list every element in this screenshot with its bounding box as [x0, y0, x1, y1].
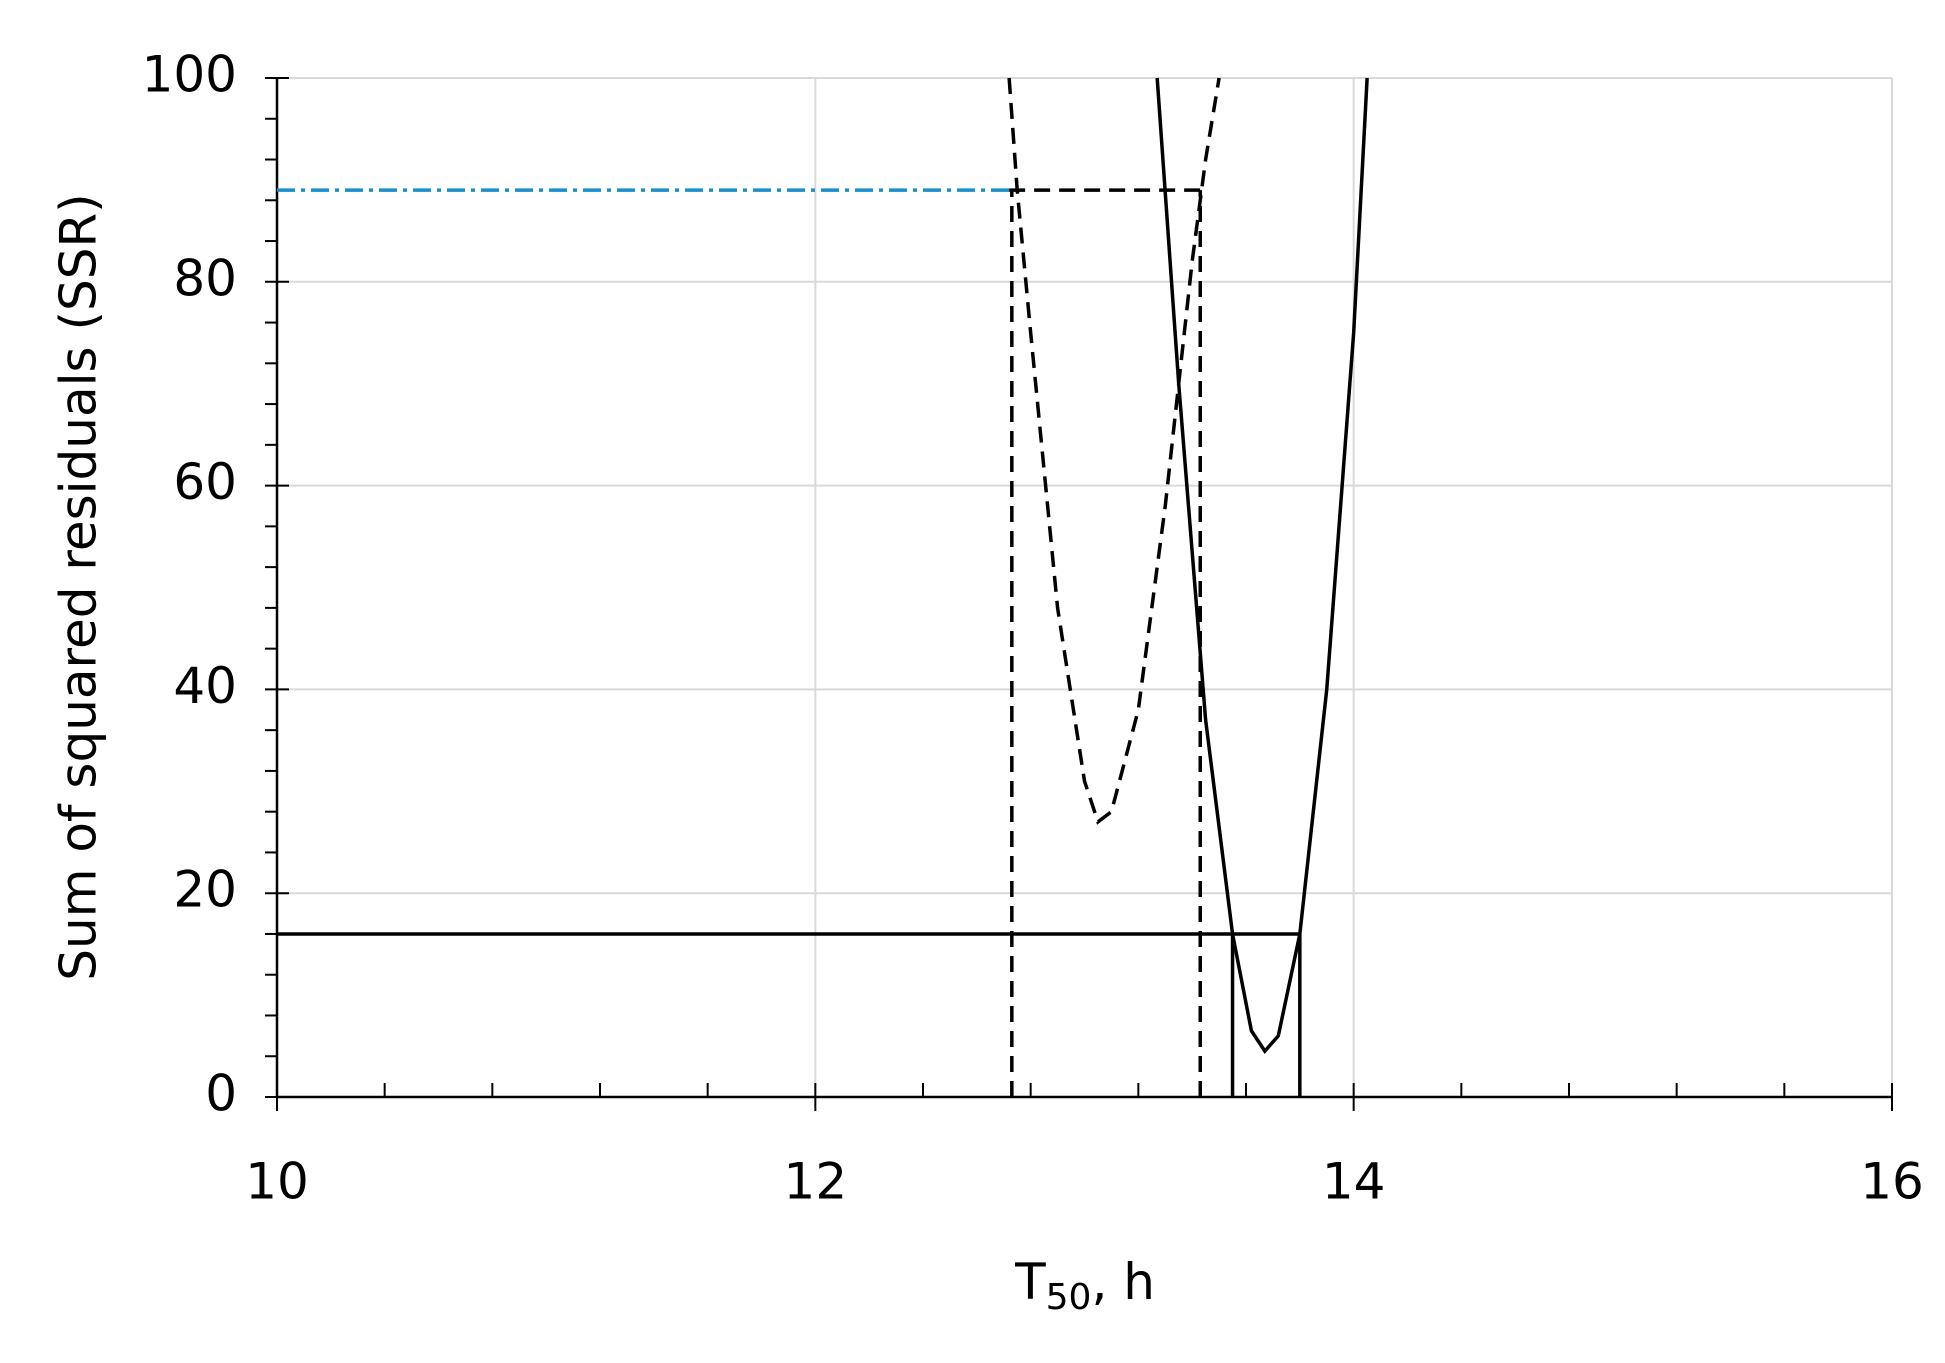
y-tick-label: 20 [173, 861, 237, 919]
line-series [1155, 77, 1369, 1055]
x-tick-label: 10 [245, 1153, 309, 1211]
y-tick-label: 60 [173, 453, 237, 511]
x-label-sub: 50 [1046, 1277, 1092, 1318]
x-tick-label: 16 [1860, 1153, 1924, 1211]
y-tick-label: 80 [173, 249, 237, 307]
x-label-main: T [1014, 1253, 1046, 1311]
y-tick-label: 0 [205, 1065, 237, 1123]
x-axis-label: T50, h [1014, 1253, 1155, 1319]
x-tick-label: 12 [784, 1153, 848, 1211]
line-series [1007, 77, 1221, 825]
x-label-rest: , h [1091, 1253, 1154, 1311]
y-tick-label: 40 [173, 657, 237, 715]
y-tick-label: 100 [142, 46, 237, 104]
x-tick-label: 14 [1322, 1153, 1386, 1211]
y-axis-label: Sum of squared residuals (SSR) [50, 193, 108, 980]
